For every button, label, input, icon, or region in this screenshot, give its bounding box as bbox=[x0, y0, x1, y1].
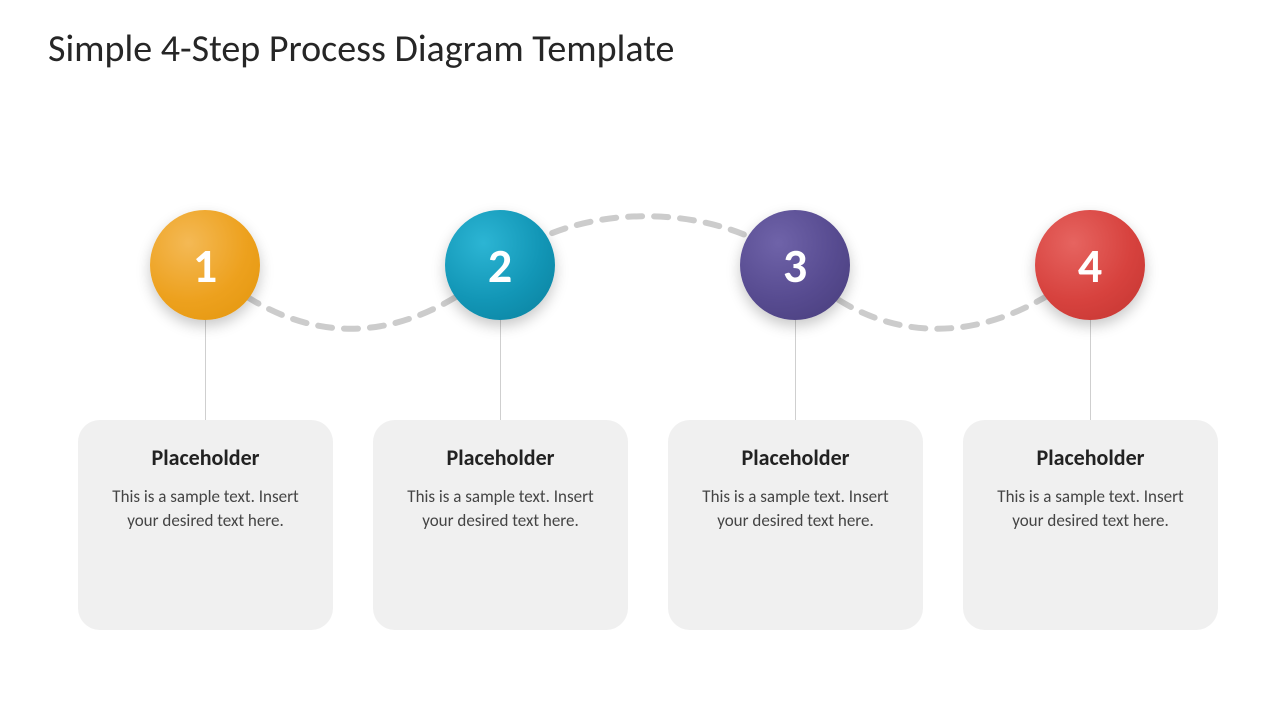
step-card-body-1: This is a sample text. Insert your desir… bbox=[98, 485, 313, 533]
step-circle-4: 4 bbox=[1035, 210, 1145, 320]
connector-line-4 bbox=[1090, 320, 1091, 420]
step-number-2: 2 bbox=[488, 236, 512, 295]
process-diagram: 1 Placeholder This is a sample text. Ins… bbox=[0, 140, 1280, 660]
step-card-title-3: Placeholder bbox=[688, 444, 903, 471]
connector-line-1 bbox=[205, 320, 206, 420]
page-title: Simple 4-Step Process Diagram Template bbox=[48, 26, 674, 72]
step-card-title-1: Placeholder bbox=[98, 444, 313, 471]
step-circle-3: 3 bbox=[740, 210, 850, 320]
step-card-2: Placeholder This is a sample text. Inser… bbox=[373, 420, 628, 630]
step-card-title-2: Placeholder bbox=[393, 444, 608, 471]
step-card-body-4: This is a sample text. Insert your desir… bbox=[983, 485, 1198, 533]
step-card-1: Placeholder This is a sample text. Inser… bbox=[78, 420, 333, 630]
connector-line-3 bbox=[795, 320, 796, 420]
step-number-3: 3 bbox=[783, 236, 807, 295]
step-number-4: 4 bbox=[1078, 236, 1102, 295]
step-circle-1: 1 bbox=[150, 210, 260, 320]
step-number-1: 1 bbox=[193, 236, 217, 295]
step-card-body-2: This is a sample text. Insert your desir… bbox=[393, 485, 608, 533]
connector-line-2 bbox=[500, 320, 501, 420]
step-circle-2: 2 bbox=[445, 210, 555, 320]
step-card-title-4: Placeholder bbox=[983, 444, 1198, 471]
step-card-3: Placeholder This is a sample text. Inser… bbox=[668, 420, 923, 630]
step-card-body-3: This is a sample text. Insert your desir… bbox=[688, 485, 903, 533]
wave-path bbox=[205, 216, 1090, 329]
step-card-4: Placeholder This is a sample text. Inser… bbox=[963, 420, 1218, 630]
